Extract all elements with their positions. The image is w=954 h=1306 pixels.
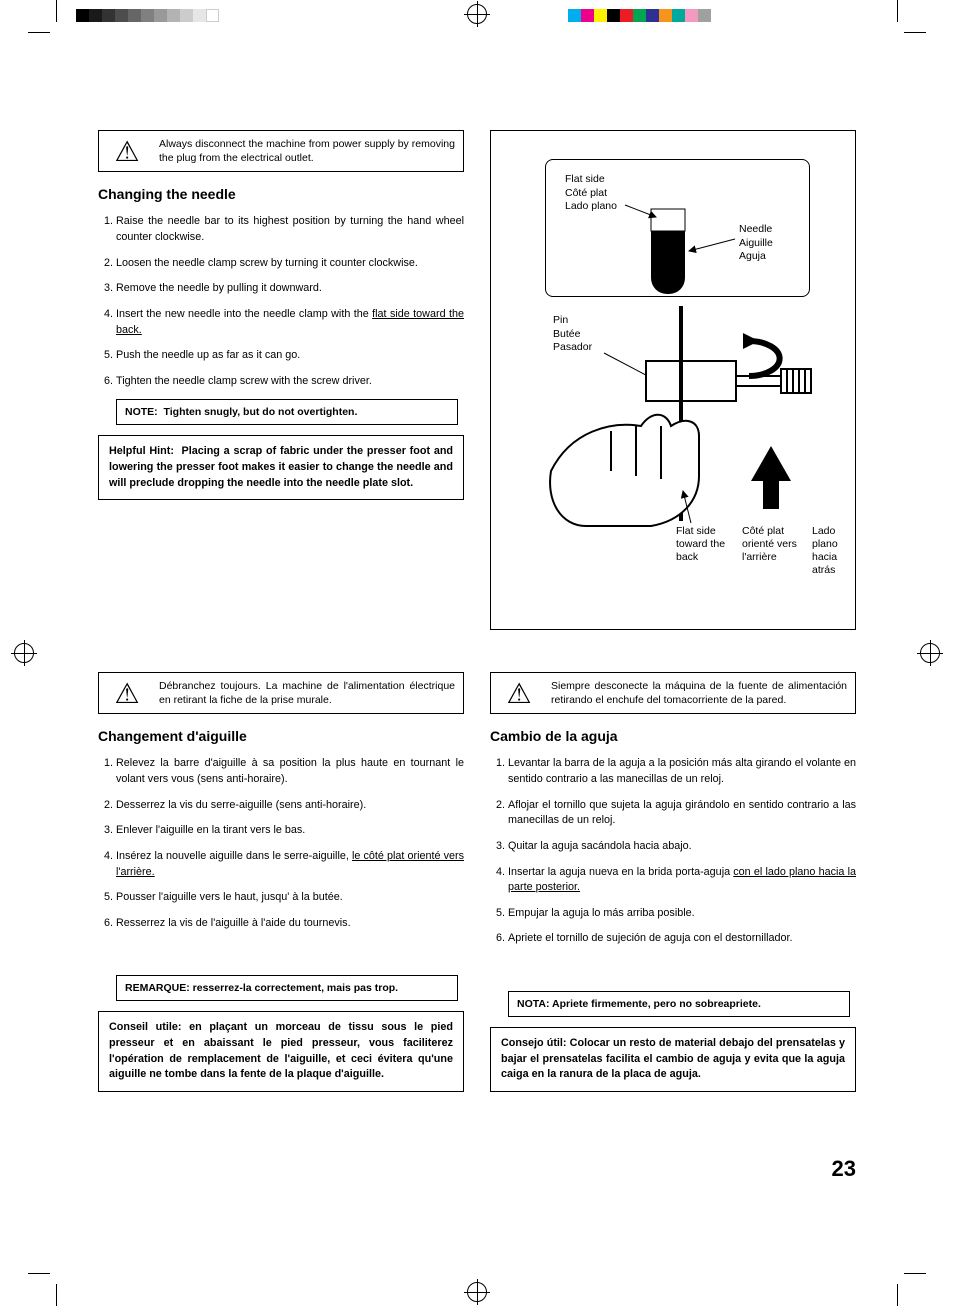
section-title-en: Changing the needle	[98, 186, 464, 202]
page-content: ⚠ Always disconnect the machine from pow…	[98, 130, 856, 1092]
grayscale-swatches	[76, 9, 219, 22]
french-section: ⚠ Débranchez toujours. La machine de l'a…	[98, 672, 464, 1092]
step: Pousser l'aiguille vers le haut, jusqu' …	[116, 890, 464, 906]
diagram-svg	[491, 131, 857, 631]
step: Levantar la barra de la aguja a la posic…	[508, 756, 856, 787]
step: Enlever l'aiguille en la tirant vers le …	[116, 823, 464, 839]
warning-text: Siempre desconecte la máquina de la fuen…	[547, 673, 855, 713]
step: Quitar la aguja sacándola hacia abajo.	[508, 839, 856, 855]
hint-box-en: Helpful Hint: Placing a scrap of fabric …	[98, 435, 464, 500]
warning-box-es: ⚠ Siempre desconecte la máquina de la fu…	[490, 672, 856, 714]
registration-mark	[467, 4, 487, 24]
warning-text: Always disconnect the machine from power…	[155, 131, 463, 171]
color-swatches	[568, 9, 711, 22]
warning-text: Débranchez toujours. La machine de l'ali…	[155, 673, 463, 713]
registration-mark	[920, 643, 940, 663]
warning-box-en: ⚠ Always disconnect the machine from pow…	[98, 130, 464, 172]
english-section: ⚠ Always disconnect the machine from pow…	[98, 130, 464, 630]
hint-box-es: Consejo útil: Colocar un resto de materi…	[490, 1027, 856, 1092]
page-number: 23	[832, 1156, 856, 1182]
registration-mark	[467, 1282, 487, 1302]
note-box-fr: REMARQUE: resserrez-la correctement, mai…	[116, 975, 458, 1001]
step: Insérez la nouvelle aiguille dans le ser…	[116, 849, 464, 880]
needle-diagram: Flat side Côté plat Lado plano Needle Ai…	[490, 130, 856, 630]
steps-es: Levantar la barra de la aguja a la posic…	[490, 756, 856, 947]
warning-icon: ⚠	[99, 131, 155, 171]
note-box-en: NOTE: Tighten snugly, but do not overtig…	[116, 399, 458, 425]
step: Empujar la aguja lo más arriba posible.	[508, 906, 856, 922]
registration-mark	[14, 643, 34, 663]
steps-en: Raise the needle bar to its highest posi…	[98, 214, 464, 389]
step: Loosen the needle clamp screw by turning…	[116, 256, 464, 272]
step: Apriete el tornillo de sujeción de aguja…	[508, 931, 856, 947]
section-title-es: Cambio de la aguja	[490, 728, 856, 744]
step: Relevez la barre d'aiguille à sa positio…	[116, 756, 464, 787]
steps-fr: Relevez la barre d'aiguille à sa positio…	[98, 756, 464, 931]
diagram-column: Flat side Côté plat Lado plano Needle Ai…	[490, 130, 856, 630]
warning-icon: ⚠	[99, 673, 155, 713]
step: Resserrez la vis de l'aiguille à l'aide …	[116, 916, 464, 932]
step: Raise the needle bar to its highest posi…	[116, 214, 464, 245]
note-box-es: NOTA: Apriete firmemente, pero no sobrea…	[508, 991, 850, 1017]
step: Push the needle up as far as it can go.	[116, 348, 464, 364]
warning-icon: ⚠	[491, 673, 547, 713]
hint-box-fr: Conseil utile: en plaçant un morceau de …	[98, 1011, 464, 1092]
step: Tighten the needle clamp screw with the …	[116, 374, 464, 390]
step: Remove the needle by pulling it downward…	[116, 281, 464, 297]
section-title-fr: Changement d'aiguille	[98, 728, 464, 744]
warning-box-fr: ⚠ Débranchez toujours. La machine de l'a…	[98, 672, 464, 714]
step: Insert the new needle into the needle cl…	[116, 307, 464, 338]
spanish-section: ⚠ Siempre desconecte la máquina de la fu…	[490, 672, 856, 1092]
step: Desserrez la vis du serre-aiguille (sens…	[116, 798, 464, 814]
step: Aflojar el tornillo que sujeta la aguja …	[508, 798, 856, 829]
step: Insertar la aguja nueva en la brida port…	[508, 865, 856, 896]
